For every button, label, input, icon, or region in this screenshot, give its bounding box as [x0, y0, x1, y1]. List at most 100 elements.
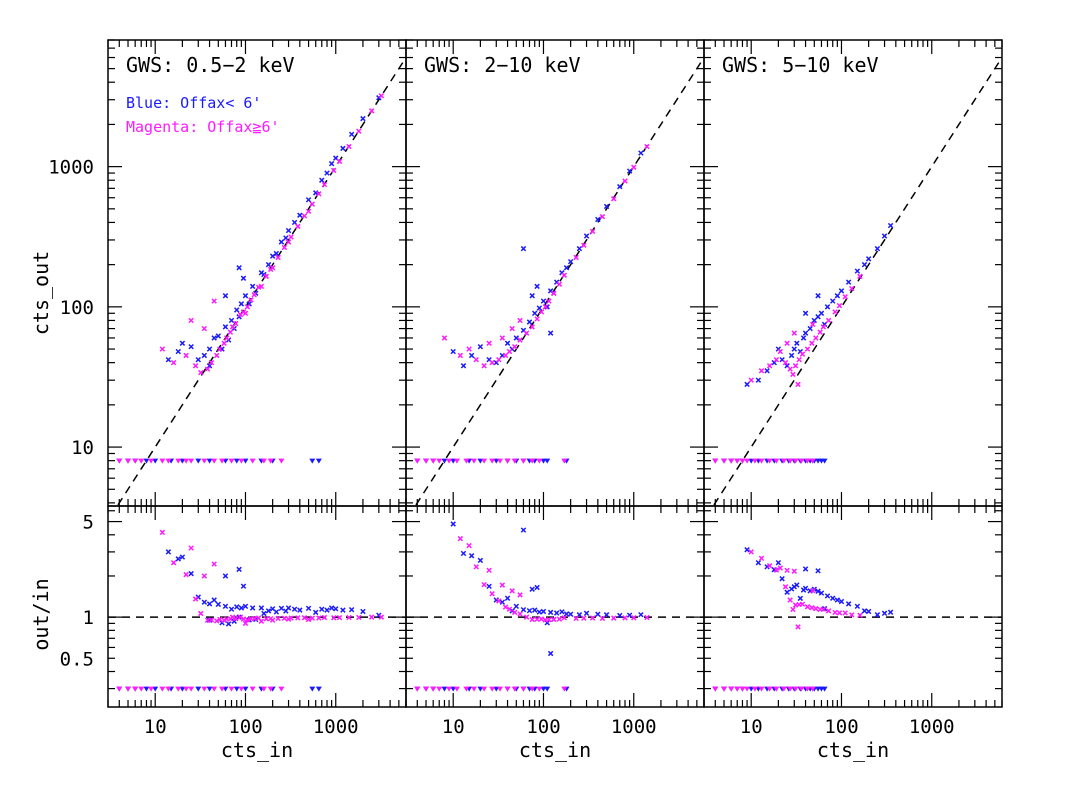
data-point-ratio — [626, 612, 633, 618]
data-point-ratio — [536, 609, 543, 615]
data-point-top — [758, 368, 765, 374]
data-point-ratio — [832, 609, 838, 616]
top-plot-area — [116, 56, 406, 506]
upper-limit-ratio — [201, 686, 208, 692]
upper-limit-top — [520, 458, 527, 464]
data-point-ratio — [799, 601, 806, 607]
upper-limit-top — [423, 458, 430, 464]
upper-limit-top — [143, 458, 150, 464]
data-point-top — [799, 351, 806, 357]
data-point-ratio — [240, 616, 247, 622]
data-point-ratio — [201, 573, 208, 579]
upper-limit-ratio — [751, 686, 758, 692]
data-point-ratio — [784, 567, 790, 574]
data-point-top — [309, 201, 316, 207]
upper-limit-top — [561, 458, 568, 464]
data-point-top — [192, 363, 199, 369]
data-point-top — [457, 352, 464, 359]
data-point-ratio — [777, 565, 784, 571]
data-point-top — [509, 325, 515, 332]
upper-limit-top — [165, 458, 172, 464]
data-point-ratio — [595, 611, 601, 617]
data-point-ratio — [791, 568, 798, 574]
data-point-ratio — [331, 615, 337, 621]
data-point-ratio — [857, 612, 863, 619]
data-point-top — [807, 325, 813, 332]
data-point-top — [748, 377, 754, 383]
data-point-top — [794, 340, 800, 346]
data-point-top — [536, 305, 543, 311]
data-point-ratio — [581, 615, 587, 621]
upper-limit-ratio — [315, 686, 322, 692]
data-point-top — [854, 268, 861, 274]
data-point-ratio — [305, 616, 312, 623]
data-point-ratio — [201, 599, 208, 605]
data-point-ratio — [198, 610, 204, 617]
data-point-ratio — [818, 590, 825, 596]
upper-limit-top — [787, 458, 794, 464]
upper-limit-ratio — [809, 686, 816, 692]
upper-limit-ratio — [787, 686, 794, 692]
top-plot-area — [712, 56, 1002, 506]
data-point-top — [531, 310, 538, 317]
data-point-ratio — [258, 618, 265, 624]
data-point-top — [504, 340, 511, 346]
upper-limit-top — [773, 458, 780, 464]
data-point-ratio — [466, 542, 472, 549]
data-point-top — [486, 340, 492, 346]
upper-limit-top — [511, 458, 518, 464]
data-point-top — [283, 235, 289, 241]
data-point-ratio — [887, 609, 894, 615]
data-point-ratio — [553, 610, 560, 616]
upper-limit-ratio — [728, 686, 735, 692]
data-point-ratio — [233, 604, 240, 610]
data-point-top — [638, 150, 644, 156]
data-point-top — [489, 359, 495, 366]
upper-limit-ratio — [228, 686, 235, 692]
y-tick-label-bottom: 1 — [83, 607, 94, 629]
data-point-ratio — [285, 616, 292, 622]
data-point-ratio — [183, 571, 189, 578]
data-point-ratio — [295, 615, 301, 621]
upper-limit-top — [798, 458, 805, 464]
upper-limit-ratio — [453, 686, 460, 692]
upper-limit-ratio — [481, 686, 488, 692]
data-point-top — [599, 213, 606, 220]
upper-limit-ratio — [798, 686, 805, 692]
data-point-ratio — [526, 607, 533, 614]
data-point-ratio — [240, 583, 247, 589]
upper-limit-ratio — [148, 686, 155, 692]
data-point-ratio — [165, 549, 172, 555]
data-point-ratio — [368, 614, 375, 620]
x-tick-label: 10 — [442, 716, 465, 738]
upper-limit-ratio — [536, 686, 543, 692]
data-point-ratio — [523, 614, 530, 620]
upper-limit-ratio — [712, 686, 719, 692]
data-point-ratio — [348, 606, 355, 613]
data-point-ratio — [531, 607, 538, 613]
data-point-top — [441, 335, 448, 341]
data-point-ratio — [278, 605, 285, 612]
data-point-ratio — [836, 610, 843, 616]
data-point-top — [811, 317, 818, 324]
data-point-ratio — [356, 614, 362, 621]
data-point-top — [544, 304, 550, 310]
data-point-ratio — [802, 585, 809, 592]
data-point-ratio — [758, 555, 765, 562]
data-point-ratio — [333, 606, 339, 612]
upper-limit-ratio — [211, 686, 218, 692]
data-point-top — [233, 320, 239, 327]
upper-limit-top — [497, 458, 504, 464]
data-point-top — [644, 143, 650, 150]
upper-limit-top — [138, 458, 145, 464]
data-point-top — [506, 348, 513, 355]
data-point-ratio — [845, 601, 852, 607]
upper-limit-ratio — [766, 686, 773, 692]
upper-limit-top — [721, 458, 728, 464]
data-point-ratio — [511, 609, 518, 616]
data-point-ratio — [790, 606, 796, 613]
data-point-top — [244, 304, 251, 310]
x-axis-label: cts_in — [519, 738, 591, 762]
data-point-ratio — [340, 607, 346, 613]
data-point-top — [603, 203, 610, 210]
